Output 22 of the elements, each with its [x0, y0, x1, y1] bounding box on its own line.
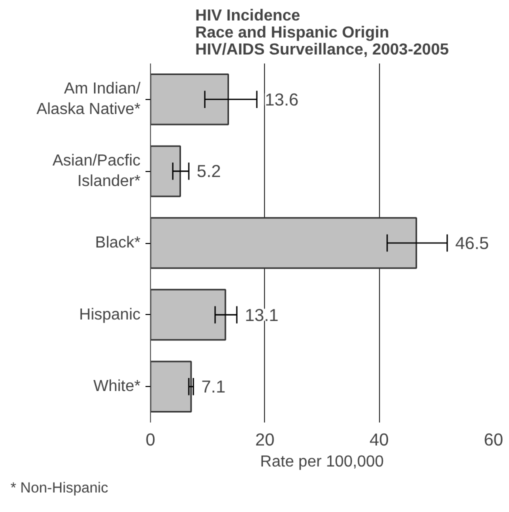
- data-label: 46.5: [455, 233, 489, 253]
- y-tick-label: Hispanic: [79, 306, 140, 324]
- x-axis-title: Rate per 100,000: [260, 454, 384, 470]
- chart-title: HIV Incidence Race and Hispanic Origin HIV/AIDS Surveillance, 2003-2005: [195, 8, 449, 58]
- y-tick-label: Asian/Pacfic Islander*: [52, 152, 141, 190]
- data-label: 7.1: [201, 376, 226, 397]
- data-label: 13.1: [244, 304, 279, 325]
- y-tick-label: Am Indian/ Alaska Native*: [36, 80, 142, 118]
- data-label: 13.6: [264, 89, 299, 110]
- x-tick-label: 20: [255, 430, 274, 450]
- x-tick-label: 40: [370, 430, 389, 450]
- x-tick-label: 0: [146, 430, 156, 450]
- bar: [150, 288, 226, 341]
- data-label: 5.2: [196, 161, 221, 182]
- y-tick-label: Black*: [95, 234, 141, 252]
- y-tick-label: White*: [93, 378, 140, 396]
- bar: [150, 217, 418, 269]
- bar: [150, 145, 181, 198]
- text: * Non-Hispanic: [10, 480, 108, 496]
- x-tick-label: 60: [484, 430, 504, 450]
- bar: [150, 360, 192, 412]
- bar: [150, 74, 229, 126]
